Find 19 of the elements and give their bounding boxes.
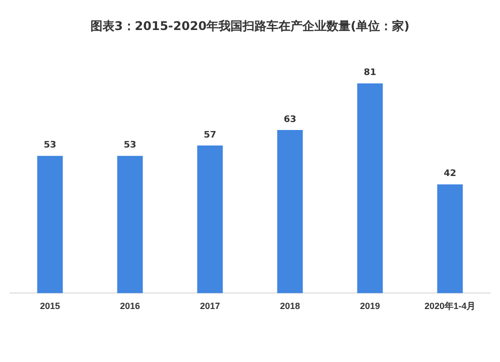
x-tick-label: 2016: [120, 301, 140, 312]
data-label: 53: [44, 140, 56, 151]
data-label: 57: [204, 130, 216, 140]
x-tick-label: 2019: [360, 301, 380, 312]
bar: [197, 146, 223, 294]
bar: [37, 156, 63, 294]
data-label: 81: [364, 68, 376, 78]
x-tick-label: 2015: [40, 301, 60, 312]
bar: [437, 184, 463, 294]
chart-title: 图表3：2015-2020年我国扫路车在产企业数量(单位：家): [89, 18, 411, 35]
data-label: 42: [444, 169, 456, 180]
data-label: 63: [284, 114, 296, 125]
bar: [277, 130, 303, 294]
bar: [117, 156, 143, 294]
x-tick-label: 2020年1-4月: [424, 301, 476, 312]
data-label: 53: [124, 140, 136, 151]
x-tick-label: 2017: [200, 301, 220, 312]
x-tick-label: 2018: [280, 301, 300, 312]
bar: [357, 83, 383, 294]
